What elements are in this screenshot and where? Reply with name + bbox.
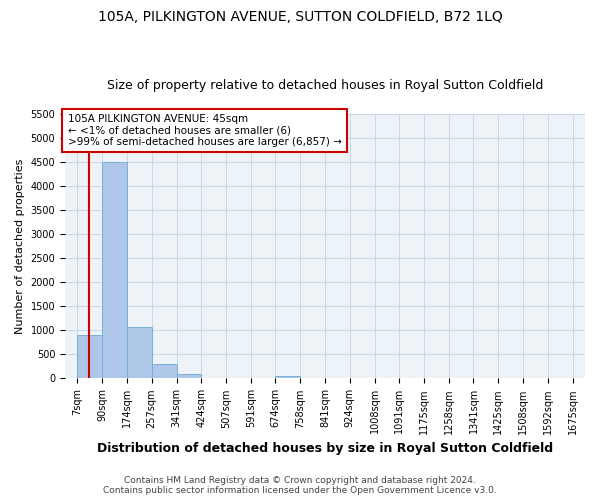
Text: 105A PILKINGTON AVENUE: 45sqm
← <1% of detached houses are smaller (6)
>99% of s: 105A PILKINGTON AVENUE: 45sqm ← <1% of d… xyxy=(68,114,341,147)
X-axis label: Distribution of detached houses by size in Royal Sutton Coldfield: Distribution of detached houses by size … xyxy=(97,442,553,455)
Y-axis label: Number of detached properties: Number of detached properties xyxy=(15,158,25,334)
Bar xyxy=(275,376,301,378)
Bar xyxy=(102,162,127,378)
Bar xyxy=(127,327,152,378)
Bar xyxy=(152,364,176,378)
Bar xyxy=(77,335,102,378)
Title: Size of property relative to detached houses in Royal Sutton Coldfield: Size of property relative to detached ho… xyxy=(107,79,543,92)
Bar xyxy=(176,374,201,378)
Text: Contains HM Land Registry data © Crown copyright and database right 2024.
Contai: Contains HM Land Registry data © Crown c… xyxy=(103,476,497,495)
Text: 105A, PILKINGTON AVENUE, SUTTON COLDFIELD, B72 1LQ: 105A, PILKINGTON AVENUE, SUTTON COLDFIEL… xyxy=(98,10,502,24)
